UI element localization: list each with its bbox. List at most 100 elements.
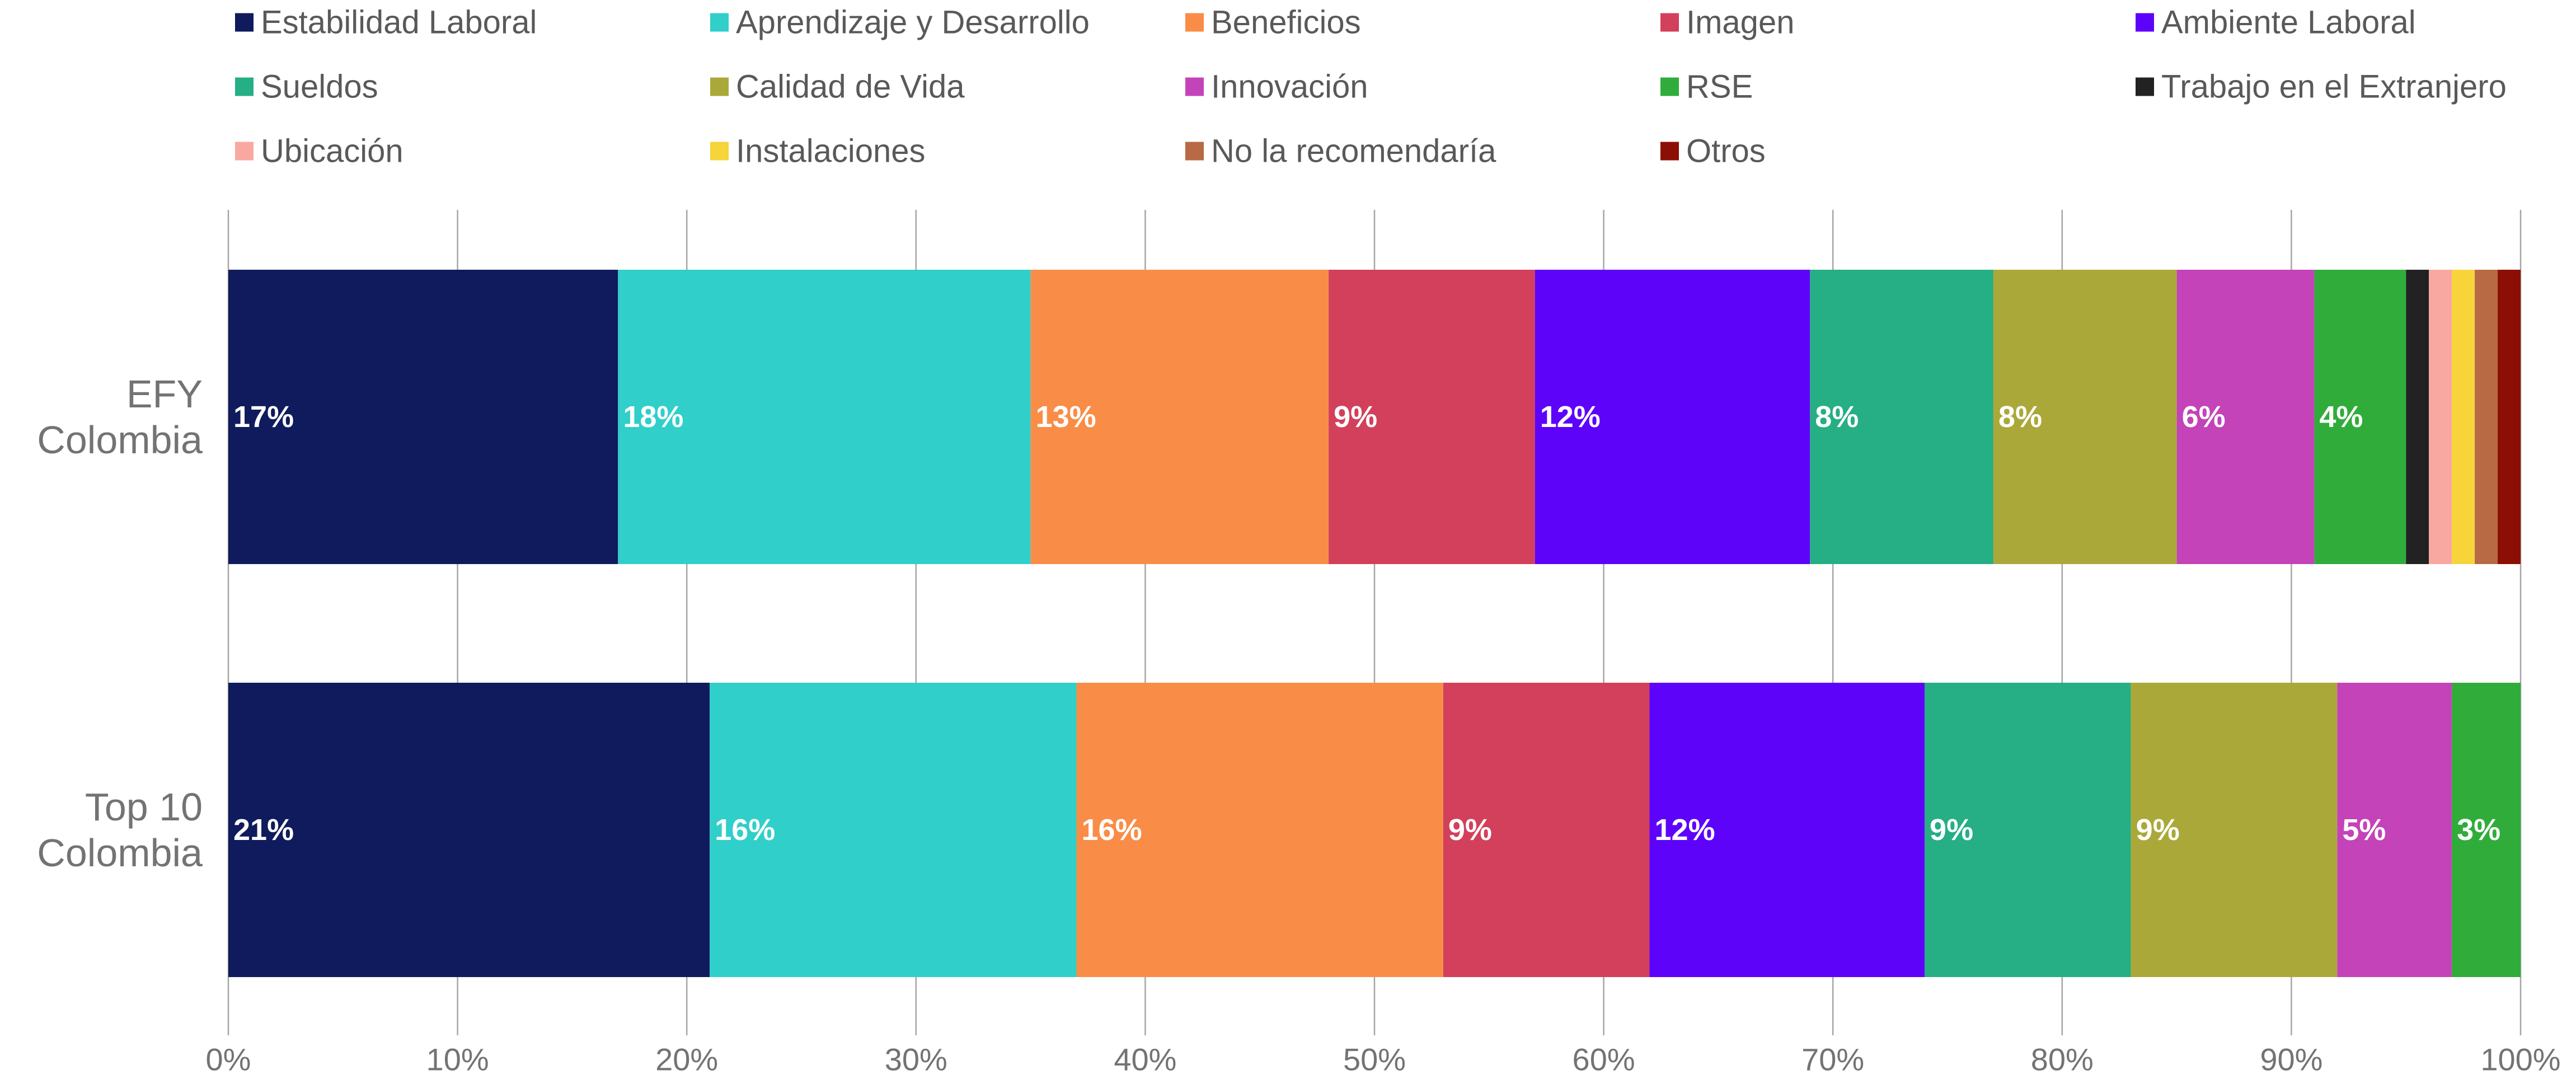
bar-segment-beneficios-efy-colombia — [1030, 270, 1329, 564]
legend-item-estabilidad-laboral: Estabilidad Laboral — [235, 4, 537, 41]
bar-segment-ambiente-laboral-top-10-colombia — [1649, 683, 1925, 977]
bar-segment-rse-efy-colombia — [2314, 270, 2406, 564]
legend: Estabilidad Laboral Aprendizaje y Desarro… — [235, 4, 2507, 170]
data-label: 21% — [233, 813, 294, 847]
bar-segment-imagen-top-10-colombia — [1443, 683, 1650, 977]
category-label-line: Colombia — [37, 831, 203, 875]
legend-item-sueldos: Sueldos — [235, 69, 378, 105]
legend-label: Beneficios — [1211, 4, 1361, 41]
legend-swatch — [1185, 77, 1204, 96]
legend-swatch — [235, 13, 254, 32]
data-label: 3% — [2457, 813, 2500, 847]
data-label: 17% — [233, 400, 294, 434]
legend-item-imagen: Imagen — [1660, 4, 1794, 41]
legend-label: Trabajo en el Extranjero — [2161, 69, 2507, 105]
data-label: 8% — [1998, 400, 2042, 434]
bar-segment-otros-efy-colombia — [2498, 270, 2521, 564]
data-label: 9% — [1930, 813, 1973, 847]
bar-segment-estabilidad-laboral-top-10-colombia — [228, 683, 710, 977]
legend-swatch — [1660, 77, 1679, 96]
bar-segment-estabilidad-laboral-efy-colombia — [228, 270, 618, 564]
data-label: 9% — [1448, 813, 1492, 847]
legend-label: Imagen — [1686, 4, 1794, 41]
bar-segment-innovacion-efy-colombia — [2176, 270, 2315, 564]
data-label: 12% — [1655, 813, 1715, 847]
data-label: 8% — [1815, 400, 1859, 434]
legend-item-innovacion: Innovación — [1185, 69, 1368, 105]
legend-label: Ubicación — [261, 133, 403, 170]
data-label: 16% — [1082, 813, 1142, 847]
legend-swatch — [1185, 13, 1204, 32]
data-label: 18% — [623, 400, 683, 434]
x-tick-label: 40% — [1114, 1042, 1176, 1077]
x-tick-label: 80% — [2031, 1042, 2094, 1077]
data-label: 4% — [2319, 400, 2363, 434]
legend-label: Calidad de Vida — [736, 69, 965, 105]
legend-item-trabajo-en-el-extranjero: Trabajo en el Extranjero — [2136, 69, 2507, 105]
bar-segment-no-la-recomendaria-efy-colombia — [2475, 270, 2498, 564]
value-axis: 0% 10% 20% 30% 40% 50% 60% 70% 80% 90% 100% — [206, 1042, 2561, 1077]
x-tick-label: 100% — [2480, 1042, 2560, 1077]
legend-label: Estabilidad Laboral — [261, 4, 537, 41]
bar-segment-aprendizaje-y-desarrollo-top-10-colombia — [710, 683, 1077, 977]
legend-swatch — [710, 77, 729, 96]
x-tick-label: 90% — [2260, 1042, 2322, 1077]
legend-label: Innovación — [1211, 69, 1368, 105]
data-label: 13% — [1036, 400, 1096, 434]
legend-item-beneficios: Beneficios — [1185, 4, 1361, 41]
category-label-line: Colombia — [37, 418, 203, 462]
legend-swatch — [1660, 13, 1679, 32]
legend-swatch — [710, 142, 729, 161]
legend-label: RSE — [1686, 69, 1753, 105]
data-label: 12% — [1540, 400, 1601, 434]
bar-segment-aprendizaje-y-desarrollo-efy-colombia — [618, 270, 1031, 564]
legend-label: Sueldos — [261, 69, 378, 105]
bar-segment-rse-top-10-colombia — [2452, 683, 2521, 977]
legend-item-calidad-de-vida: Calidad de Vida — [710, 69, 965, 105]
bar-segment-calidad-de-vida-efy-colombia — [1993, 270, 2177, 564]
category-label-line: EFY — [126, 372, 203, 416]
legend-swatch — [2136, 77, 2154, 96]
legend-item-aprendizaje-y-desarrollo: Aprendizaje y Desarrollo — [710, 4, 1090, 41]
bar-segment-sueldos-efy-colombia — [1810, 270, 1993, 564]
data-label: 16% — [715, 813, 775, 847]
bar-segment-sueldos-top-10-colombia — [1925, 683, 2131, 977]
x-tick-label: 10% — [426, 1042, 489, 1077]
bar-segment-instalaciones-efy-colombia — [2452, 270, 2475, 564]
data-label: 6% — [2182, 400, 2226, 434]
x-tick-label: 30% — [885, 1042, 947, 1077]
data-label: 9% — [2136, 813, 2180, 847]
bar-segment-innovacion-top-10-colombia — [2337, 683, 2452, 977]
bar-segment-beneficios-top-10-colombia — [1076, 683, 1443, 977]
bar-segment-trabajo-en-el-extranjero-efy-colombia — [2406, 270, 2429, 564]
legend-item-instalaciones: Instalaciones — [710, 133, 926, 170]
legend-swatch — [235, 77, 254, 96]
data-label: 5% — [2342, 813, 2386, 847]
legend-swatch — [235, 142, 254, 161]
legend-label: Instalaciones — [736, 133, 926, 170]
bars — [228, 270, 2521, 977]
legend-item-ambiente-laboral: Ambiente Laboral — [2136, 4, 2416, 41]
bar-segment-calidad-de-vida-top-10-colombia — [2131, 683, 2338, 977]
bar-segment-imagen-efy-colombia — [1329, 270, 1535, 564]
legend-swatch — [1660, 142, 1679, 161]
legend-item-ubicacion: Ubicación — [235, 133, 403, 170]
legend-swatch — [710, 13, 729, 32]
x-tick-label: 20% — [655, 1042, 718, 1077]
data-label: 9% — [1334, 400, 1377, 434]
category-label-line: Top 10 — [85, 785, 203, 829]
x-tick-label: 50% — [1343, 1042, 1406, 1077]
legend-item-otros: Otros — [1660, 133, 1766, 170]
legend-item-no-la-recomendaria: No la recomendaría — [1185, 133, 1496, 170]
x-tick-label: 70% — [1801, 1042, 1864, 1077]
legend-label: No la recomendaría — [1211, 133, 1496, 170]
legend-label: Otros — [1686, 133, 1766, 170]
legend-item-rse: RSE — [1660, 69, 1753, 105]
legend-label: Ambiente Laboral — [2161, 4, 2416, 41]
legend-label: Aprendizaje y Desarrollo — [736, 4, 1090, 41]
